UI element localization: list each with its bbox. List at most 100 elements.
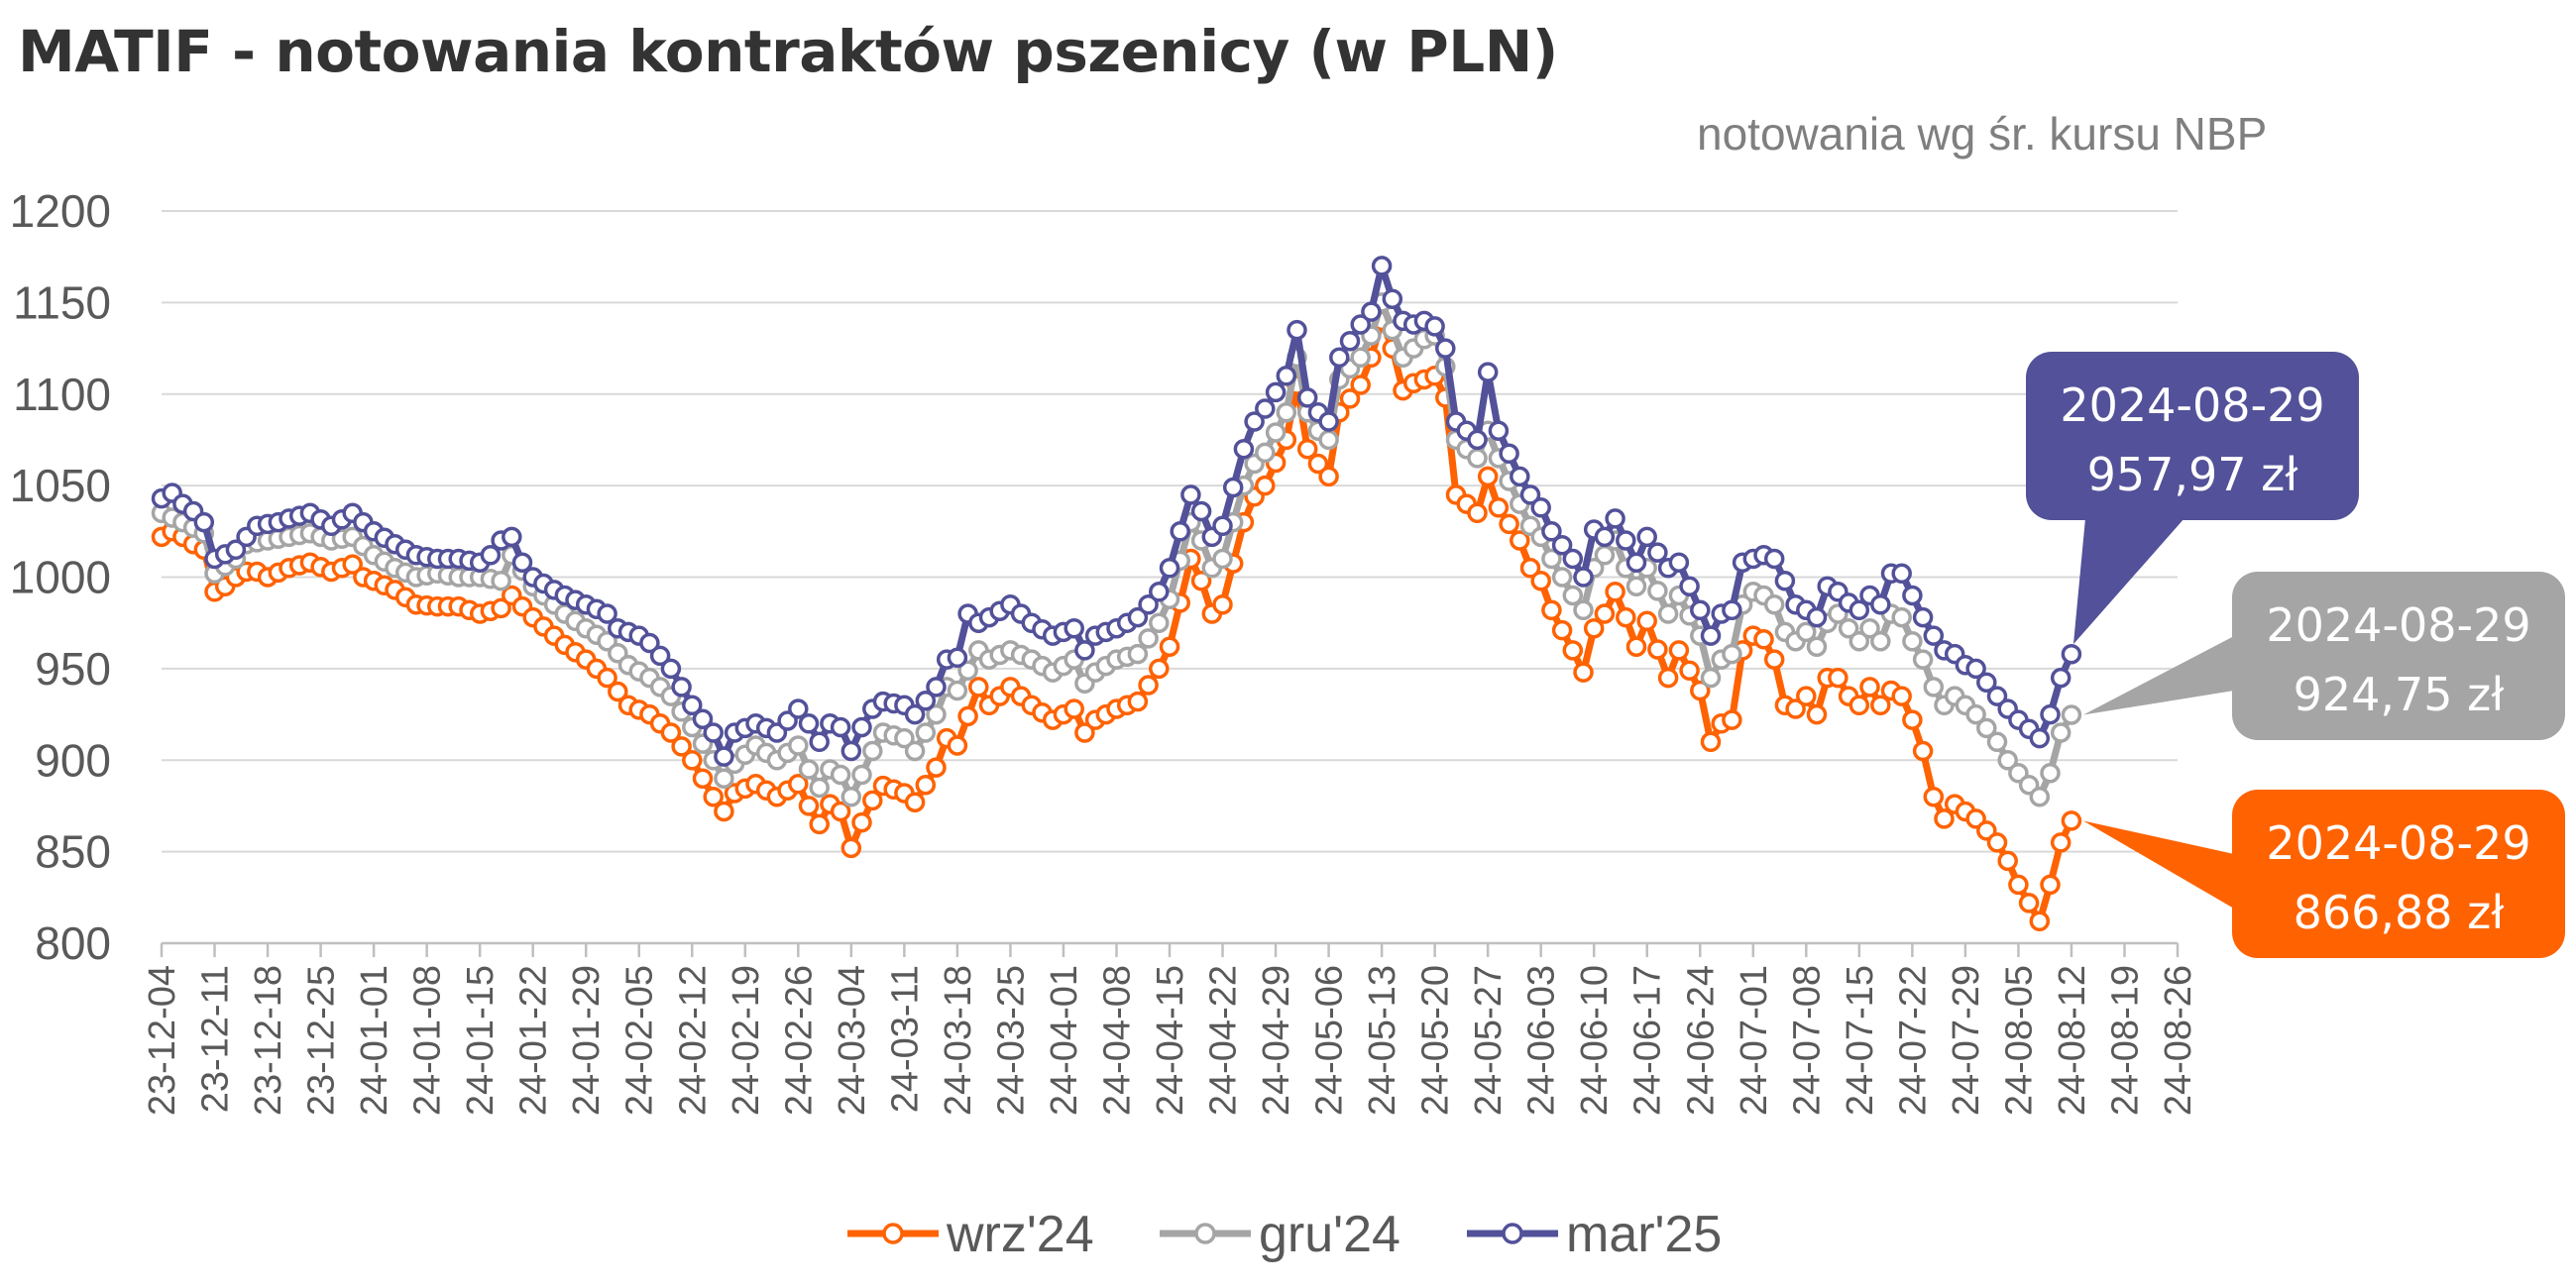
data-point — [915, 722, 937, 743]
data-point — [1848, 630, 1870, 652]
data-point — [1700, 731, 1722, 753]
data-point — [830, 716, 851, 738]
data-point — [2050, 722, 2072, 743]
data-point — [1562, 640, 1584, 661]
series-mar25 — [151, 256, 2082, 767]
data-point — [1657, 667, 1679, 689]
data-point — [714, 801, 734, 822]
callout-gru24: 2024-08-29 924,75 zł — [2082, 572, 2565, 740]
data-point — [1222, 477, 1244, 498]
data-point — [2061, 704, 2082, 725]
x-tick-label: 24-01-29 — [566, 965, 608, 1116]
callout-value: 866,88 zł — [2294, 886, 2506, 939]
data-point — [947, 647, 968, 669]
data-point — [1806, 703, 1828, 725]
data-point — [1912, 606, 1934, 628]
data-point — [1986, 832, 2008, 853]
callout-date: 2024-08-29 — [2060, 378, 2324, 432]
data-point — [1265, 381, 1287, 403]
data-point — [491, 570, 511, 591]
data-point — [1499, 513, 1519, 535]
data-point — [1519, 484, 1541, 505]
data-point — [1467, 502, 1488, 524]
data-point — [968, 677, 989, 698]
data-point — [1965, 703, 1986, 725]
data-point — [1625, 576, 1647, 596]
x-tick-label: 24-06-17 — [1627, 965, 1669, 1116]
y-tick-label: 1050 — [10, 460, 111, 511]
x-tick-label: 24-06-03 — [1521, 965, 1563, 1116]
x-axis-ticks: 23-12-04 23-12-11 23-12-18 23-12-25 24-01-01… — [142, 943, 2199, 1116]
data-point — [1657, 603, 1679, 624]
data-point — [1679, 660, 1700, 681]
callout-pointer — [2082, 820, 2234, 909]
data-point — [1573, 599, 1594, 621]
data-point — [851, 811, 872, 833]
data-point — [1255, 442, 1276, 464]
data-point — [1902, 585, 1923, 606]
x-tick-label: 24-01-22 — [513, 965, 555, 1116]
data-point — [649, 645, 671, 667]
data-point — [1647, 639, 1668, 660]
data-point — [798, 796, 820, 816]
data-point — [1233, 438, 1255, 460]
data-point — [1074, 722, 1095, 743]
data-point — [904, 703, 926, 725]
data-point — [1722, 643, 1742, 665]
data-point — [1976, 717, 1997, 739]
data-point — [1159, 636, 1180, 657]
data-point — [851, 716, 872, 738]
data-point — [1923, 677, 1945, 698]
data-point — [947, 680, 968, 701]
data-point — [1923, 786, 1945, 807]
data-point — [830, 764, 851, 786]
x-tick-label: 24-08-12 — [2052, 965, 2093, 1116]
data-point — [1636, 526, 1657, 548]
data-point — [1647, 542, 1668, 563]
data-point — [1149, 612, 1170, 633]
x-tick-label: 24-07-15 — [1840, 965, 1881, 1116]
data-point — [1296, 438, 1318, 460]
data-point — [1690, 599, 1711, 621]
data-point — [1605, 508, 1625, 529]
callout-box — [2232, 790, 2565, 958]
data-point — [639, 632, 660, 654]
legend-marker — [1502, 1223, 1523, 1244]
data-point — [1785, 698, 1806, 719]
data-point — [2040, 703, 2061, 725]
data-point — [1149, 582, 1170, 602]
data-point — [1530, 497, 1551, 518]
x-tick-label: 24-04-22 — [1203, 965, 1245, 1116]
data-point — [1986, 731, 2008, 753]
y-tick-label: 1100 — [13, 369, 111, 420]
data-point — [1541, 599, 1562, 621]
data-point — [1763, 548, 1785, 570]
y-tick-label: 1200 — [10, 185, 111, 237]
data-point — [1190, 570, 1212, 591]
data-point — [1870, 630, 1891, 652]
data-point — [480, 545, 502, 566]
data-point — [1902, 709, 1923, 730]
data-point — [1424, 316, 1445, 337]
y-tick-label: 800 — [35, 917, 111, 969]
data-point — [2018, 893, 2040, 913]
legend-item-wrz24: wrz'24 — [847, 1206, 1094, 1263]
data-point — [2040, 874, 2061, 896]
data-point — [1350, 347, 1371, 369]
data-point — [862, 740, 883, 762]
data-point — [1064, 617, 1084, 639]
data-point — [1064, 698, 1084, 719]
data-point — [1796, 686, 1817, 706]
data-point — [1838, 617, 1859, 639]
callout-pointer — [2082, 636, 2234, 715]
data-point — [1477, 466, 1499, 487]
data-point — [1976, 672, 1997, 693]
data-point — [1265, 422, 1287, 443]
callout-mar25: 2024-08-29 957,97 zł — [2026, 352, 2359, 645]
data-point — [926, 677, 947, 698]
data-point — [1923, 625, 1945, 646]
data-point — [957, 705, 978, 727]
x-tick-label: 24-06-10 — [1574, 965, 1616, 1116]
chart-title: MATIF - notowania kontraktów pszenicy (w… — [18, 18, 1558, 85]
